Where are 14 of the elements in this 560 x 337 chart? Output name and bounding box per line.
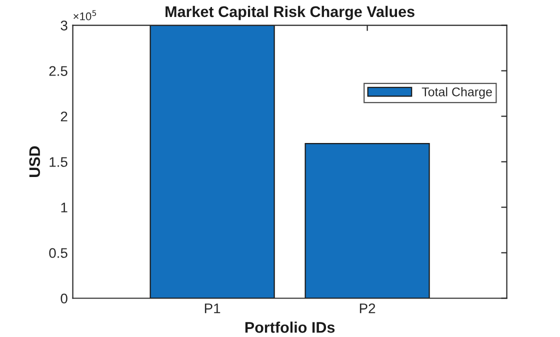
y-tick-label: 2.5 [49, 66, 68, 76]
chart-title: Market Capital Risk Charge Values [166, 6, 414, 20]
y-tick-label: 1 [61, 202, 68, 212]
text: ×10$^{5}$ [74, 10, 96, 20]
y-axis-title: USD [29, 146, 40, 177]
x-tick-label: P2 [360, 303, 376, 314]
x-axis-title: Portfolio IDs [245, 322, 335, 333]
y-tick-label: 3 [60, 20, 68, 30]
y-tick-label: 2 [60, 112, 68, 122]
y-tick-label: 1.5 [50, 157, 68, 167]
legend-label: Total Charge [422, 87, 492, 99]
y-tick-label: 0.5 [49, 248, 68, 258]
x-tick-label: P1 [204, 304, 220, 314]
y-tick-label: 0 [60, 294, 68, 304]
